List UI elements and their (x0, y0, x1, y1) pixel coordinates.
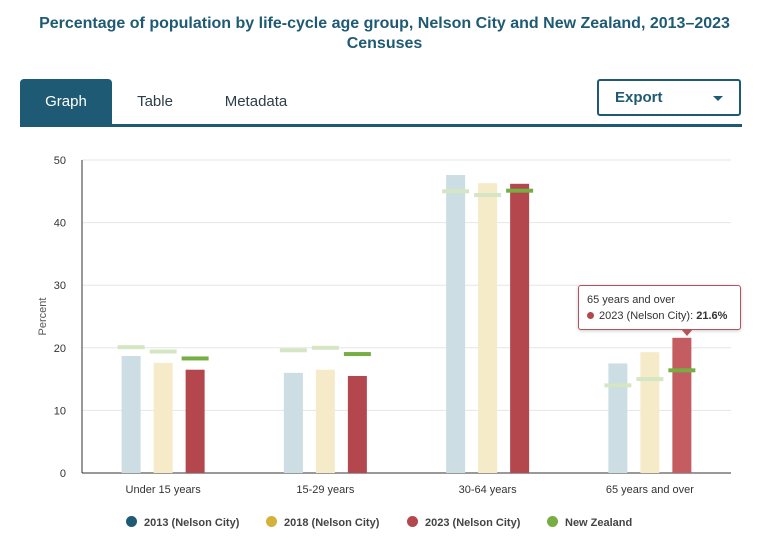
y-tick-label: 10 (54, 405, 66, 417)
chart-title-line-2: Censuses (346, 35, 423, 52)
tab-bar: Graph Table Metadata (20, 79, 742, 127)
tab-table[interactable]: Table (137, 93, 173, 110)
tab-metadata[interactable]: Metadata (224, 93, 288, 110)
bar-2018 (640, 352, 660, 473)
legend-label-2023: 2023 (Nelson City) (425, 517, 521, 529)
legend-dot-2013 (126, 516, 137, 527)
bar-2023 (347, 375, 367, 473)
new-zealand-marker (442, 189, 470, 194)
new-zealand-marker (149, 349, 177, 354)
y-tick-label: 40 (54, 218, 66, 230)
export-label: Export (615, 89, 663, 106)
export-dropdown[interactable]: Export (597, 79, 741, 116)
bar-2013 (446, 175, 466, 474)
new-zealand-marker (117, 345, 145, 350)
new-zealand-marker (604, 383, 632, 388)
new-zealand-marker (668, 368, 696, 373)
bar-2013 (608, 363, 628, 473)
legend-item-new-zealand[interactable]: New Zealand (547, 514, 632, 532)
chevron-down-icon (713, 96, 723, 101)
bar-2018 (153, 362, 173, 473)
tooltip-series-row: 2023 (Nelson City): 21.6% (587, 310, 727, 322)
tooltip-arrow (681, 329, 693, 336)
new-zealand-marker (506, 188, 534, 193)
chart-title-line-1: Percentage of population by life-cycle a… (39, 15, 730, 32)
x-tick-label: 30-64 years (459, 484, 518, 496)
legend-dot-2018 (266, 516, 277, 527)
legend-item-2018[interactable]: 2018 (Nelson City) (266, 514, 379, 532)
tooltip-value: 21.6% (696, 310, 728, 322)
y-tick-label: 30 (54, 280, 66, 292)
legend: 2013 (Nelson City) 2018 (Nelson City) 20… (0, 514, 769, 534)
y-axis-label: Percent (37, 298, 49, 336)
legend-label-new-zealand: New Zealand (565, 517, 633, 529)
new-zealand-marker (311, 345, 339, 350)
y-tick-label: 20 (54, 343, 66, 355)
bar-2023 (510, 183, 530, 473)
legend-item-2013[interactable]: 2013 (Nelson City) (126, 514, 239, 532)
new-zealand-marker (636, 377, 664, 382)
x-tick-label: 65 years and over (606, 484, 694, 496)
bar-2013 (283, 372, 303, 473)
tooltip-series: 2023 (Nelson City) (599, 310, 691, 322)
chart-title: Percentage of population by life-cycle a… (0, 14, 769, 54)
x-tick-label: 15-29 years (296, 484, 355, 496)
new-zealand-marker (181, 356, 209, 361)
tab-graph[interactable]: Graph (20, 79, 112, 124)
new-zealand-marker (343, 352, 371, 357)
legend-label-2013: 2013 (Nelson City) (144, 517, 240, 529)
bar-2018 (315, 369, 335, 473)
x-tick-label: Under 15 years (126, 484, 202, 496)
bar-2018 (478, 183, 498, 474)
bar-2023 (672, 337, 692, 473)
new-zealand-marker (279, 348, 307, 353)
legend-dot-2023 (407, 516, 418, 527)
new-zealand-marker (474, 193, 502, 198)
bar-2023 (185, 369, 205, 473)
tooltip-category: 65 years and over (587, 294, 676, 306)
tooltip: 65 years and over 2023 (Nelson City): 21… (578, 285, 741, 336)
y-tick-label: 0 (60, 468, 66, 480)
legend-item-2023[interactable]: 2023 (Nelson City) (407, 514, 520, 532)
legend-label-2018: 2018 (Nelson City) (284, 517, 380, 529)
y-tick-label: 50 (54, 155, 66, 167)
bar-2013 (121, 355, 141, 473)
tooltip-dot (587, 312, 594, 319)
legend-dot-new-zealand (547, 516, 558, 527)
